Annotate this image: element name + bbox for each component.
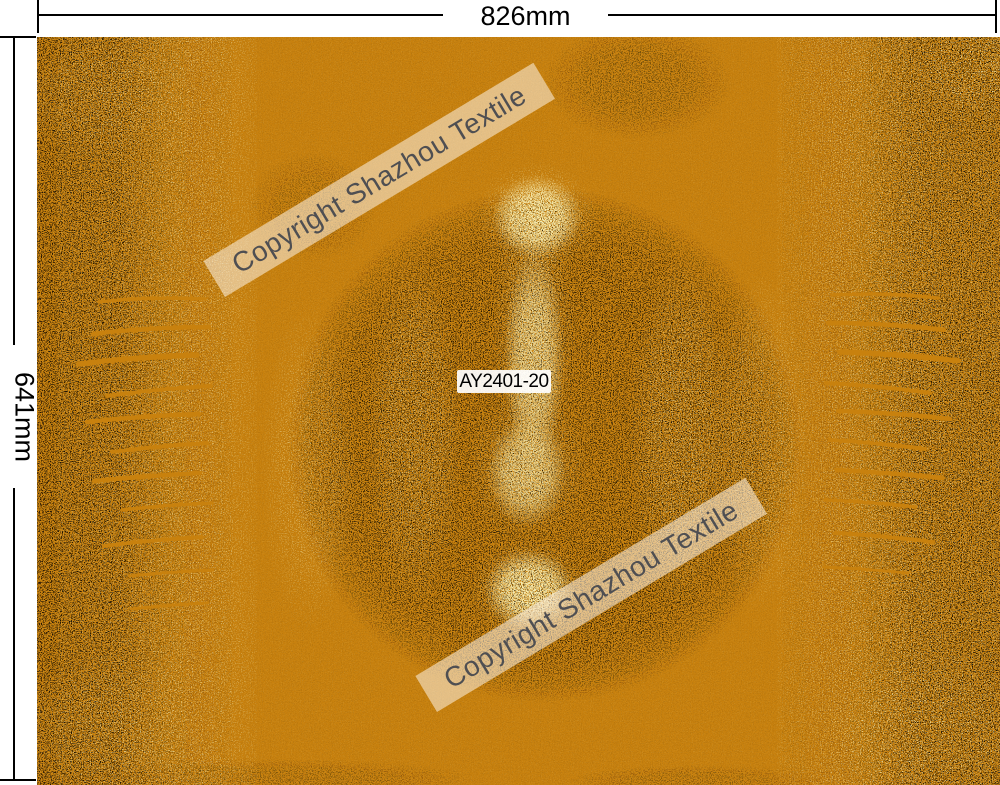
design-code-label: AY2401-20 (457, 370, 551, 393)
height-dimension-line-bottom (13, 488, 15, 781)
height-dimension-tick-top (0, 36, 36, 38)
width-dimension-tick-left (37, 0, 39, 33)
width-dimension-line-left (38, 14, 443, 16)
height-dimension-tick-bottom (0, 779, 36, 781)
pattern-texture-svg (37, 37, 1000, 785)
cream-speckle-layer (37, 37, 1000, 785)
width-dimension-label: 826mm (480, 1, 571, 31)
height-dimension-label: 641mm (9, 371, 40, 463)
width-dimension-tick-right (995, 0, 997, 33)
textile-pattern-image: Copyright Shazhou Textile Copyright Shaz… (37, 37, 1000, 785)
height-dimension-line-top (13, 37, 15, 345)
width-dimension-line-right (608, 14, 997, 16)
fringe-streaks (76, 292, 961, 611)
